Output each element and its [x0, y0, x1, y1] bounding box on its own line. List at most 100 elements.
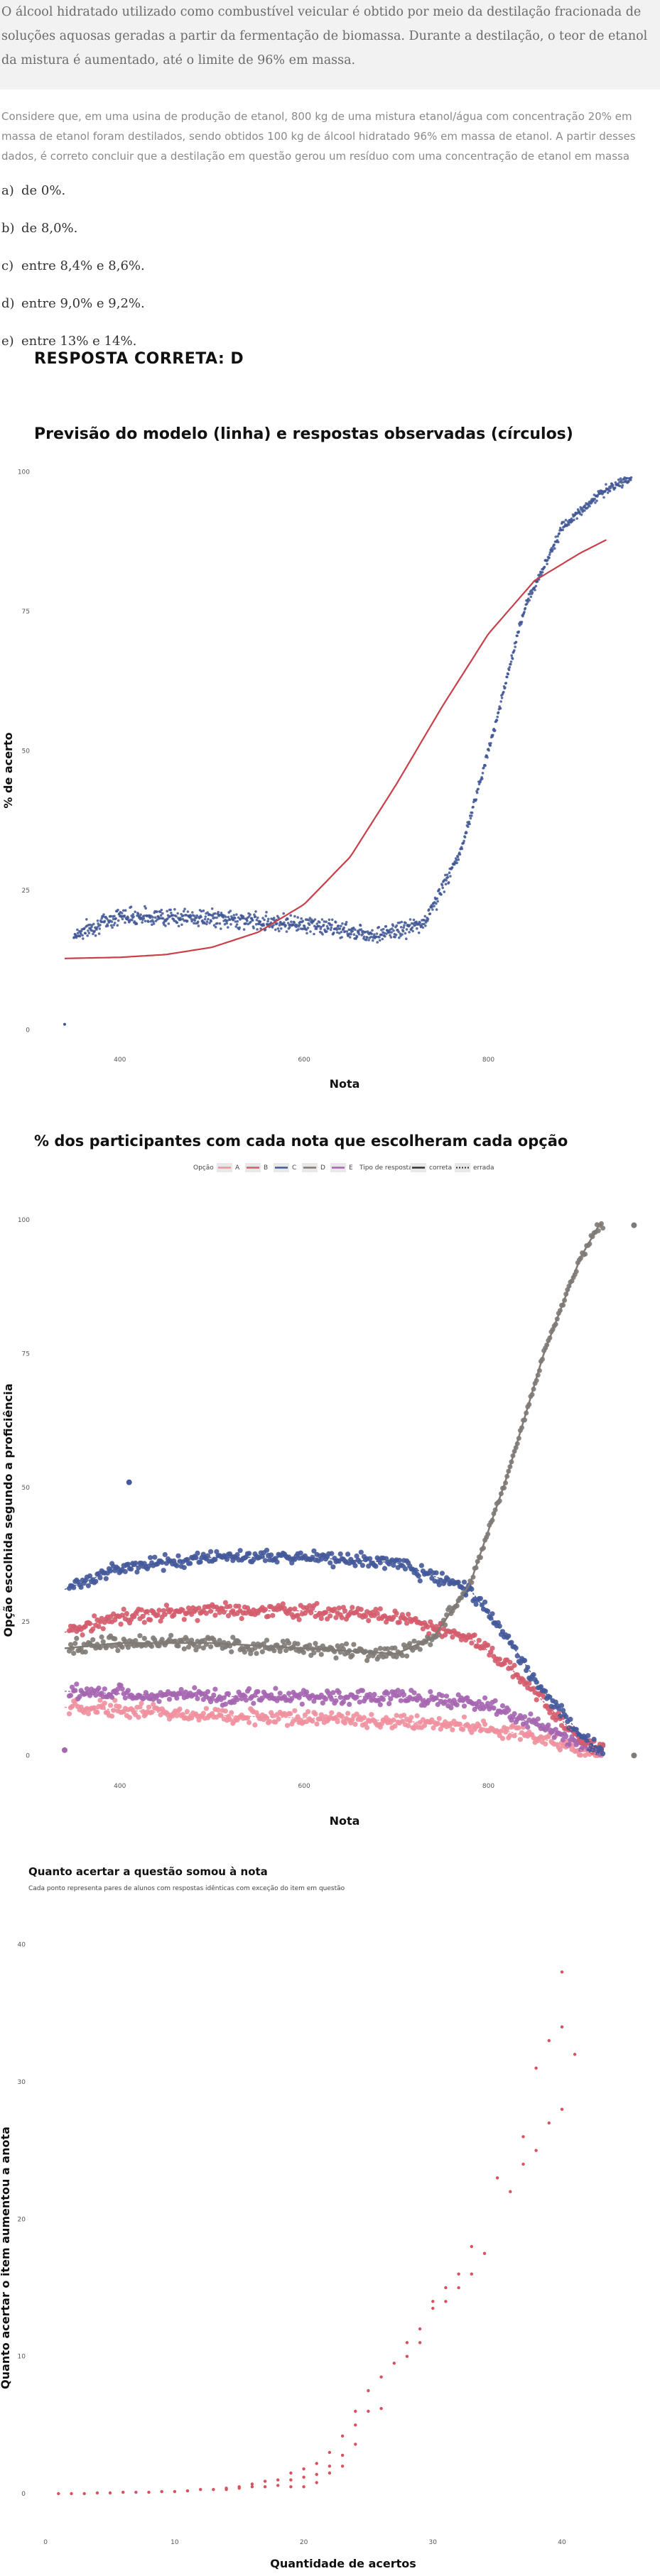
point-option-e	[156, 1698, 162, 1704]
point-option-e	[286, 1691, 292, 1696]
observed-point	[580, 513, 583, 516]
point-option-c	[547, 1694, 553, 1700]
observed-point	[428, 908, 431, 911]
point-option-a	[438, 1726, 443, 1732]
point-option-c	[208, 1549, 214, 1554]
y-tick-label: 0	[21, 2491, 26, 2498]
observed-point	[462, 839, 465, 843]
observed-point	[629, 476, 633, 479]
point-option-a	[457, 1721, 462, 1727]
observed-point	[306, 927, 310, 929]
observed-point	[568, 523, 570, 526]
observed-point	[283, 921, 286, 924]
point-option-a	[342, 1720, 348, 1726]
point-option-a	[469, 1730, 475, 1735]
point-option-a	[414, 1713, 420, 1719]
point-option-b	[163, 1603, 169, 1608]
observed-point	[492, 733, 494, 737]
observed-point	[193, 922, 195, 924]
observed-point	[300, 917, 303, 920]
observed-point	[348, 936, 352, 939]
observed-point	[242, 917, 245, 919]
observed-point	[111, 926, 114, 929]
observed-point	[175, 921, 179, 924]
point-option-c	[417, 1578, 423, 1584]
point-option-c	[148, 1555, 153, 1561]
observed-point	[398, 921, 401, 924]
observed-point	[370, 932, 374, 936]
point-option-a	[482, 1721, 488, 1727]
observed-point	[524, 606, 527, 610]
observed-point	[399, 932, 402, 935]
y-tick-label: 25	[22, 1619, 30, 1626]
point-option-e	[251, 1701, 256, 1706]
observed-point	[553, 547, 556, 550]
point-option-c	[174, 1563, 180, 1568]
gain-point	[367, 2389, 370, 2393]
observed-point	[399, 926, 403, 929]
point-option-a	[401, 1713, 407, 1718]
observed-point	[229, 923, 232, 926]
point-option-b	[373, 1607, 379, 1612]
observed-point	[523, 611, 526, 613]
observed-point	[409, 918, 412, 921]
observed-point	[220, 912, 223, 915]
point-option-a	[394, 1713, 399, 1718]
point-option-c	[489, 1611, 495, 1617]
observed-point	[619, 477, 622, 480]
gain-point	[521, 2162, 525, 2166]
observed-point	[227, 926, 229, 929]
observed-point	[81, 934, 84, 937]
point-option-c	[247, 1551, 252, 1556]
point-option-c	[377, 1560, 383, 1566]
observed-point	[202, 909, 205, 912]
y-tick-label: 75	[22, 608, 30, 616]
y-tick-label: 50	[22, 748, 31, 755]
observed-point	[330, 924, 333, 927]
observed-point	[298, 923, 301, 927]
observed-point	[309, 930, 312, 933]
observed-point	[440, 893, 443, 896]
point-option-a	[139, 1701, 144, 1706]
point-option-b	[280, 1601, 286, 1607]
gain-point	[547, 2121, 551, 2125]
point-option-c	[152, 1554, 158, 1560]
observed-point	[207, 917, 210, 921]
point-option-c	[522, 1658, 528, 1664]
point-option-c	[162, 1551, 168, 1558]
point-option-a	[146, 1704, 152, 1710]
gain-point	[405, 2341, 409, 2345]
point-option-e	[330, 1690, 336, 1696]
observed-point	[293, 915, 296, 918]
point-option-d	[149, 1644, 155, 1649]
observed-point	[237, 916, 240, 919]
observed-point	[408, 931, 411, 934]
observed-point	[583, 509, 586, 512]
point-option-c	[598, 1746, 605, 1752]
point-option-d	[271, 1648, 277, 1654]
observed-point	[416, 927, 418, 930]
point-option-e	[247, 1686, 252, 1691]
point-option-a	[111, 1708, 117, 1713]
point-option-a	[108, 1703, 114, 1708]
point-option-e	[115, 1686, 121, 1692]
observed-point	[120, 912, 124, 915]
gain-point	[340, 2453, 345, 2457]
point-option-b	[469, 1640, 475, 1646]
point-option-e	[323, 1696, 329, 1702]
observed-point	[389, 934, 391, 937]
point-option-a	[431, 1725, 436, 1731]
observed-point	[227, 915, 230, 919]
point-option-e	[102, 1686, 107, 1692]
observed-point	[534, 589, 536, 591]
point-option-b	[203, 1610, 209, 1616]
observed-point	[380, 929, 383, 932]
point-option-e	[386, 1701, 392, 1706]
observed-point	[497, 711, 500, 714]
point-option-d	[343, 1641, 350, 1647]
gain-point	[379, 2406, 383, 2411]
point-option-c	[337, 1551, 343, 1557]
point-option-a	[543, 1741, 548, 1747]
point-option-b	[362, 1613, 369, 1619]
observed-point	[203, 922, 206, 924]
